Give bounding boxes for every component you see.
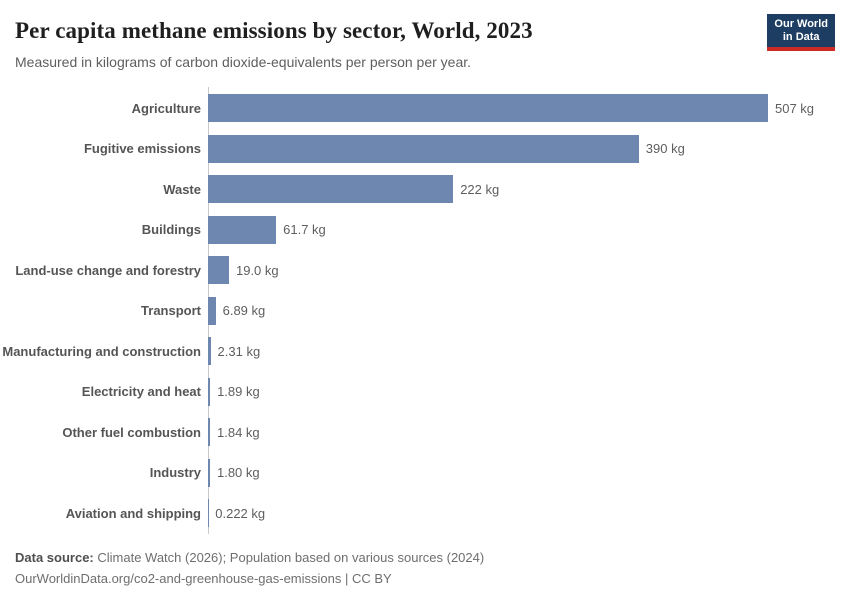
value-label: 1.84 kg <box>217 424 260 440</box>
bar[interactable] <box>208 337 211 366</box>
bar-zone: 0.222 kg <box>208 493 850 534</box>
bar-chart: Agriculture 507 kg Fugitive emissions 39… <box>0 87 850 534</box>
value-label: 1.80 kg <box>216 465 260 481</box>
bar[interactable] <box>208 215 277 244</box>
category-label: Buildings <box>141 222 201 238</box>
page-title: Per capita methane emissions by sector, … <box>15 18 533 43</box>
category-label: Electricity and heat <box>81 384 201 400</box>
data-source-label: Data source: <box>15 550 94 565</box>
chart-header: Per capita methane emissions by sector, … <box>0 0 850 71</box>
category-label: Fugitive emissions <box>83 141 201 157</box>
bar-rows: Agriculture 507 kg Fugitive emissions 39… <box>0 88 850 534</box>
owid-logo-line1: Our World <box>774 18 828 30</box>
bar-row: Agriculture 507 kg <box>0 88 850 129</box>
category-label: Manufacturing and construction <box>2 343 201 359</box>
bar-row: Buildings 61.7 kg <box>0 210 850 251</box>
data-source-line: Data source: Climate Watch (2026); Popul… <box>15 547 835 568</box>
owid-logo-line2: in Data <box>782 31 820 43</box>
bar[interactable] <box>208 256 229 285</box>
bar-zone: 19.0 kg <box>208 250 850 291</box>
bar-row: Transport 6.89 kg <box>0 291 850 332</box>
bar[interactable] <box>208 296 216 325</box>
value-label: 222 kg <box>460 181 500 197</box>
bar-row: Industry 1.80 kg <box>0 453 850 494</box>
bar-row: Fugitive emissions 390 kg <box>0 129 850 170</box>
category-label: Waste <box>163 181 201 197</box>
value-label: 2.31 kg <box>217 343 261 359</box>
bar[interactable] <box>208 94 768 123</box>
bar-row: Electricity and heat 1.89 kg <box>0 372 850 413</box>
bar-zone: 507 kg <box>208 88 850 129</box>
category-label: Aviation and shipping <box>65 505 201 521</box>
bar[interactable] <box>208 377 211 406</box>
bar-zone: 6.89 kg <box>208 291 850 332</box>
bar[interactable] <box>208 175 454 204</box>
bar-zone: 2.31 kg <box>208 331 850 372</box>
bar-zone: 1.89 kg <box>208 372 850 413</box>
bar-zone: 1.80 kg <box>208 453 850 494</box>
value-label: 61.7 kg <box>283 222 326 238</box>
bar-zone: 1.84 kg <box>208 412 850 453</box>
owid-logo[interactable]: Our World in Data <box>767 14 835 51</box>
category-label: Transport <box>141 303 201 319</box>
value-label: 390 kg <box>645 141 685 157</box>
category-label: Other fuel combustion <box>62 424 201 440</box>
chart-footer: Data source: Climate Watch (2026); Popul… <box>0 547 850 589</box>
category-label: Land-use change and forestry <box>15 262 201 278</box>
bar-zone: 390 kg <box>208 129 850 170</box>
bar[interactable] <box>208 418 211 447</box>
category-label: Agriculture <box>131 100 201 116</box>
value-label: 507 kg <box>775 100 815 116</box>
value-label: 0.222 kg <box>215 505 266 521</box>
bar-row: Waste 222 kg <box>0 169 850 210</box>
bar-zone: 61.7 kg <box>208 210 850 251</box>
value-label: 19.0 kg <box>235 262 279 278</box>
value-label: 6.89 kg <box>222 303 266 319</box>
bar-zone: 222 kg <box>208 169 850 210</box>
chart-subtitle: Measured in kilograms of carbon dioxide-… <box>15 54 472 70</box>
data-source-text: Climate Watch (2026); Population based o… <box>93 550 485 565</box>
citation-line: OurWorldinData.org/co2-and-greenhouse-ga… <box>15 571 392 586</box>
bar[interactable] <box>208 458 210 487</box>
category-label: Industry <box>149 465 201 481</box>
bar-row: Land-use change and forestry 19.0 kg <box>0 250 850 291</box>
bar-row: Manufacturing and construction 2.31 kg <box>0 331 850 372</box>
bar-row: Aviation and shipping 0.222 kg <box>0 493 850 534</box>
value-label: 1.89 kg <box>217 384 260 400</box>
bar-row: Other fuel combustion 1.84 kg <box>0 412 850 453</box>
bar[interactable] <box>208 134 639 163</box>
